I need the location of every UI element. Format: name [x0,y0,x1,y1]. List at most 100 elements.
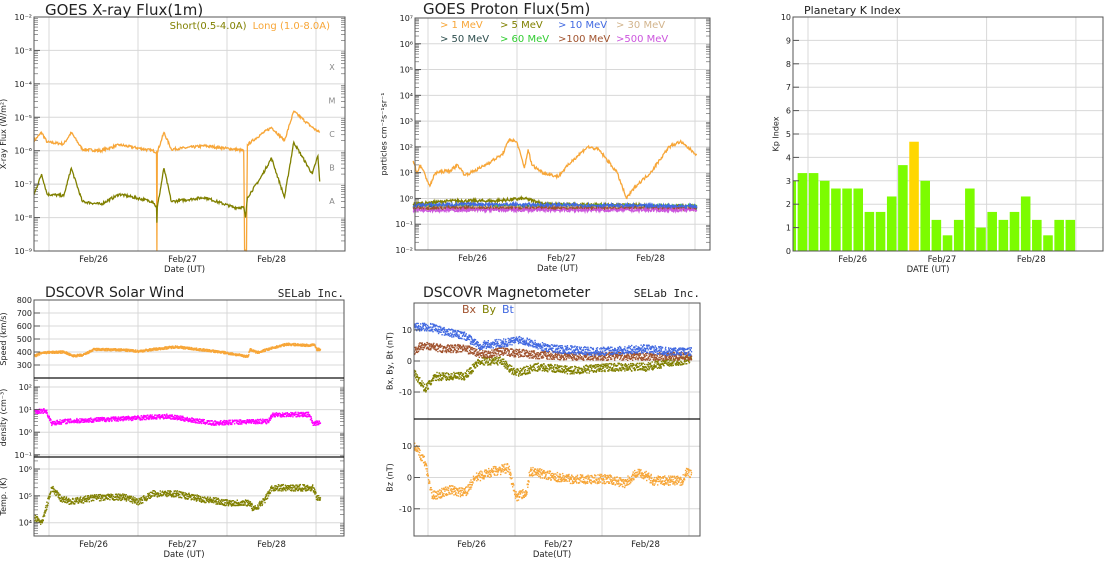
data-point [179,419,182,421]
data-point [304,488,306,491]
data-point [231,504,234,507]
data-point [592,364,594,367]
data-point [80,496,82,498]
data-point [144,498,147,500]
data-point [148,417,151,419]
data-point [272,414,275,416]
data-point [53,493,56,495]
data-point [90,495,92,497]
data-point [120,350,122,352]
data-point [76,355,78,358]
data-point [307,413,309,415]
data-point [567,368,569,371]
data-point [115,493,118,495]
data-point [206,498,208,501]
data-point [149,497,151,499]
data-point [425,383,428,385]
data-point [505,361,508,363]
data-point [485,360,487,362]
data-point [193,499,195,501]
data-point [196,422,198,424]
data-point [319,422,322,424]
data-point [432,377,434,380]
data-point [127,415,129,417]
data-point [231,352,234,354]
data-point [97,418,99,420]
data-point [594,366,596,368]
data-point [314,421,316,423]
data-point [153,417,155,419]
data-point [174,417,177,420]
data-point [86,497,89,500]
data-point [162,415,164,417]
data-point [91,421,94,423]
series-short-0-5-4-0a [33,140,321,223]
data-point [447,376,449,378]
data-point [107,349,109,351]
data-point [210,351,212,353]
y-tick-label: 7 [786,83,791,92]
data-point [511,372,514,374]
data-point [171,494,174,496]
data-point [543,363,545,365]
data-point [85,497,87,500]
data-point [137,501,139,504]
data-point [420,382,423,385]
data-point [631,370,633,372]
data-point [264,501,266,504]
data-point [283,345,285,347]
data-point [103,348,105,350]
data-point [271,415,273,417]
data-point [578,373,581,375]
data-point [144,349,147,352]
data-point [210,501,212,503]
data-point [262,421,265,423]
data-point [504,361,506,363]
data-point [536,363,538,365]
data-point [566,365,568,367]
data-point [143,415,145,417]
data-point [192,421,194,423]
data-point [217,352,219,354]
data-point [294,342,296,345]
data-point [63,419,65,421]
y-tick-label: 10⁵ [19,492,32,501]
data-point [609,362,611,365]
data-point [139,501,142,503]
data-point [282,483,284,486]
data-point [425,391,427,393]
data-point [517,369,519,371]
data-point [599,364,602,366]
data-point [165,416,167,418]
data-point [457,371,460,374]
data-point [594,370,596,373]
data-point [655,366,657,368]
data-point [550,363,552,366]
data-point [496,363,499,365]
data-point [50,490,52,493]
data-point [128,416,130,418]
data-point [203,421,205,423]
data-point [435,379,438,382]
data-point [185,494,187,496]
data-point [620,363,622,365]
y-tick-label: 1 [786,224,791,233]
data-point [579,368,581,370]
data-point [546,370,548,372]
data-point [246,420,249,422]
data-point [59,351,62,353]
x-axis-label: Date (UT) [164,265,205,275]
data-point [284,489,286,491]
data-point [56,490,58,492]
data-point [133,416,135,418]
data-point [312,487,314,489]
data-point [93,495,95,497]
data-point [185,347,188,350]
data-point [635,363,637,365]
data-point [655,364,657,367]
data-point [142,417,145,420]
data-point [630,364,632,367]
kp-bar [1032,219,1042,251]
data-point [252,420,254,422]
data-point [146,349,149,351]
